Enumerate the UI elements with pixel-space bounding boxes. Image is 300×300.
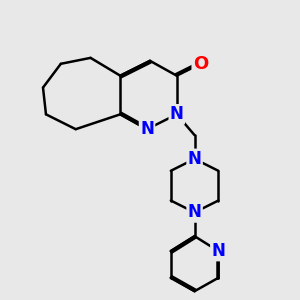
Text: N: N: [170, 105, 184, 123]
Text: N: N: [212, 242, 225, 260]
Text: O: O: [193, 55, 208, 73]
Text: N: N: [140, 120, 154, 138]
Text: N: N: [188, 203, 202, 221]
Text: N: N: [188, 150, 202, 168]
